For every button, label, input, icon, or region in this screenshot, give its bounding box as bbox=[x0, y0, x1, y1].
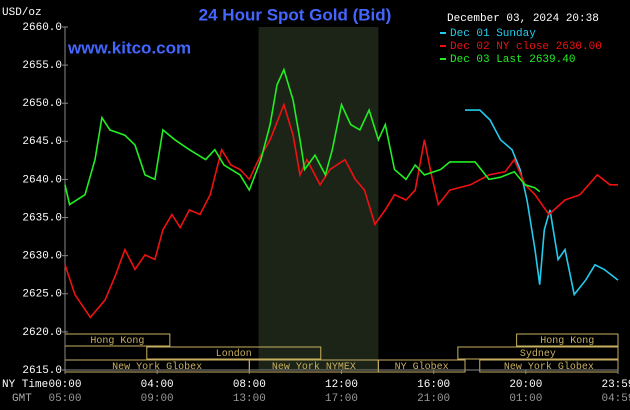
x-tick-label-gmt: 13:00 bbox=[233, 393, 266, 405]
legend-label: Dec 03 Last 2639.40 bbox=[450, 54, 575, 66]
session-bar bbox=[146, 346, 322, 360]
shaded-span bbox=[258, 27, 379, 370]
session-label: Hong Kong bbox=[540, 336, 594, 347]
x-tick-label-gmt: 05:00 bbox=[48, 393, 81, 405]
session-label: NY Globex bbox=[395, 361, 449, 373]
session-bar bbox=[479, 359, 619, 373]
x-row-label: GMT bbox=[12, 393, 32, 405]
y-tick-label: 2635.0 bbox=[22, 212, 62, 224]
x-tick-label-gmt: 09:00 bbox=[141, 393, 174, 405]
session-label: London bbox=[216, 348, 252, 360]
x-tick-label-gmt: 04:59 bbox=[601, 393, 630, 405]
y-tick-label: 2640.0 bbox=[22, 174, 62, 186]
y-tick-label: 2650.0 bbox=[22, 98, 62, 110]
x-tick-label: 04:00 bbox=[141, 379, 174, 391]
x-row-label: NY Time bbox=[2, 379, 48, 391]
x-tick-label: 00:00 bbox=[48, 379, 81, 391]
y-tick-label: 2660.0 bbox=[22, 22, 62, 34]
timestamp: December 03, 2024 20:38 bbox=[447, 13, 599, 25]
source: www.kitco.com bbox=[67, 38, 191, 57]
y-tick-label: 2625.0 bbox=[22, 289, 62, 301]
session-label: Sydney bbox=[520, 348, 556, 360]
y-tick-label: 2620.0 bbox=[22, 327, 62, 339]
x-tick-label: 08:00 bbox=[233, 379, 266, 391]
y-axis-label: USD/oz bbox=[2, 7, 42, 19]
x-tick-label: 16:00 bbox=[417, 379, 450, 391]
legend-label: Dec 01 Sunday bbox=[450, 28, 536, 40]
legend-label: Dec 02 NY close 2630.00 bbox=[450, 41, 602, 53]
x-tick-label: 23:59 bbox=[601, 379, 630, 391]
series-line bbox=[64, 102, 618, 319]
session-bar bbox=[377, 359, 466, 373]
session-bar bbox=[516, 333, 619, 347]
x-tick-label-gmt: 01:00 bbox=[509, 393, 542, 405]
x-tick-label-gmt: 17:00 bbox=[325, 393, 358, 405]
session-label: New York NYMEX bbox=[272, 361, 356, 373]
y-tick-label: 2655.0 bbox=[22, 60, 62, 72]
x-tick-label: 20:00 bbox=[509, 379, 542, 391]
chart-title: 24 Hour Spot Gold (Bid) bbox=[199, 5, 392, 24]
y-tick-label: 2615.0 bbox=[22, 365, 62, 377]
x-tick-label: 12:00 bbox=[325, 379, 358, 391]
y-tick-label: 2645.0 bbox=[22, 136, 62, 148]
series-line bbox=[465, 109, 619, 297]
x-tick-label-gmt: 21:00 bbox=[417, 393, 450, 405]
session-label: New York Globex bbox=[504, 361, 594, 373]
session-bar bbox=[457, 346, 619, 360]
series-line bbox=[64, 67, 541, 206]
session-label: Hong Kong bbox=[90, 336, 144, 347]
y-tick-label: 2630.0 bbox=[22, 251, 62, 263]
